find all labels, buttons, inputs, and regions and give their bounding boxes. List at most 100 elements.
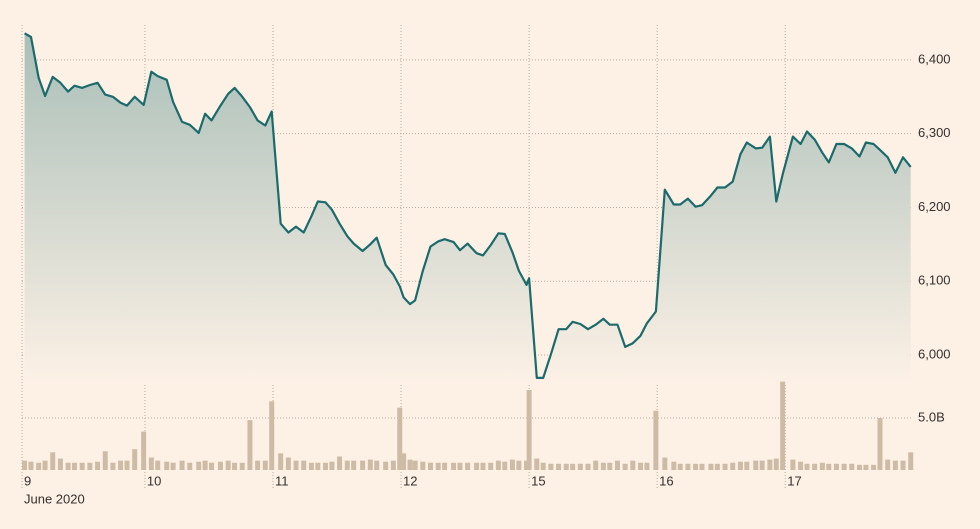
volume-bar [526,389,532,470]
volume-bar [217,461,223,470]
volume-bar [693,463,699,470]
volume-bar [202,460,208,470]
volume-bar [819,462,825,470]
volume-bar [908,452,914,470]
volume-bar [225,460,231,470]
volume-bar [593,460,599,470]
volume-bar [841,463,847,470]
x-tick-label: 10 [147,473,161,488]
volume-bar [351,460,357,470]
x-axis-label: June 2020 [24,491,85,506]
volume-bar [480,462,486,470]
volume-bar [118,460,124,470]
volume-bar [401,453,407,470]
volume-bar [329,461,335,470]
volume-bar [863,464,869,470]
volume-bar [540,462,546,470]
volume-bar [849,463,855,470]
volume-bar [577,463,583,470]
volume-bar [871,464,877,470]
volume-bar [22,460,28,470]
volume-bar [744,461,750,470]
volume-bar [685,463,691,470]
volume-bar [534,458,540,470]
volume-bar [164,461,170,470]
x-tick-label: 16 [659,473,673,488]
volume-bar [753,460,759,470]
volume-bar [367,459,373,470]
volume-bar [301,460,307,470]
y-tick-label: 6,300 [918,125,951,140]
volume-bar [50,452,56,470]
volume-bar [662,457,668,470]
volume-bar [79,462,85,470]
volume-bar [110,462,116,470]
volume-bar [502,461,508,470]
volume-bar [548,463,554,470]
volume-bar [570,463,576,470]
y-tick-label: 6,400 [918,51,951,66]
volume-bar [374,460,380,470]
x-tick-label: 9 [24,473,31,488]
volume-bar [322,462,328,470]
y-tick-label: 6,000 [918,346,951,361]
volume-bar [315,462,321,470]
volume-bar [72,462,78,470]
volume-bar [262,460,268,470]
volume-bar [269,401,275,470]
volume-bar [442,462,448,470]
volume-bar [337,456,343,470]
volume-bar [509,459,515,470]
volume-bar [65,462,71,470]
volume-bar [885,459,891,470]
volume-bar [737,461,743,470]
volume-bar [722,463,728,470]
volume-bar [285,457,291,470]
volume-bar [132,449,138,470]
volume-bar [57,458,63,470]
volume-bar [892,460,898,470]
volume-bar [148,457,154,470]
volume-bar [708,463,714,470]
volume-bar [826,463,832,470]
volume-bar [638,462,644,470]
volume-bar [900,460,906,470]
volume-bar [255,460,261,470]
volume-bar [607,462,613,470]
volume-bar [780,381,786,470]
volume-bar [124,460,130,470]
y-tick-label: 6,100 [918,273,951,288]
volume-bar [877,418,883,470]
volume-bar [102,451,108,470]
volume-bar [344,460,350,470]
volume-bar [87,462,93,470]
volume-bar [36,462,42,470]
y-tick-label: 6,200 [918,199,951,214]
volume-bar [474,462,480,470]
volume-bar [457,462,463,470]
volume-bar [360,460,366,470]
volume-bar [767,459,773,470]
volume-bar [397,407,403,470]
volume-bar [308,462,314,470]
volume-bar [435,462,441,470]
volume-bar [622,463,628,470]
volume-bar [170,462,176,470]
volume-bar [390,460,396,470]
volume-bar [412,460,418,470]
volume-bar [232,462,238,470]
volume-bar [563,463,569,470]
x-tick-label: 17 [787,473,801,488]
volume-bar [141,431,147,470]
price-line [24,32,912,379]
volume-bar [699,463,705,470]
volume-bar [95,461,101,470]
volume-bar [488,462,494,470]
volume-bar [407,459,413,470]
volume-bar [759,460,765,470]
volume-bar [585,463,591,470]
volume-bar [804,463,810,470]
x-tick-label: 15 [531,473,545,488]
volume-bar [600,462,606,470]
